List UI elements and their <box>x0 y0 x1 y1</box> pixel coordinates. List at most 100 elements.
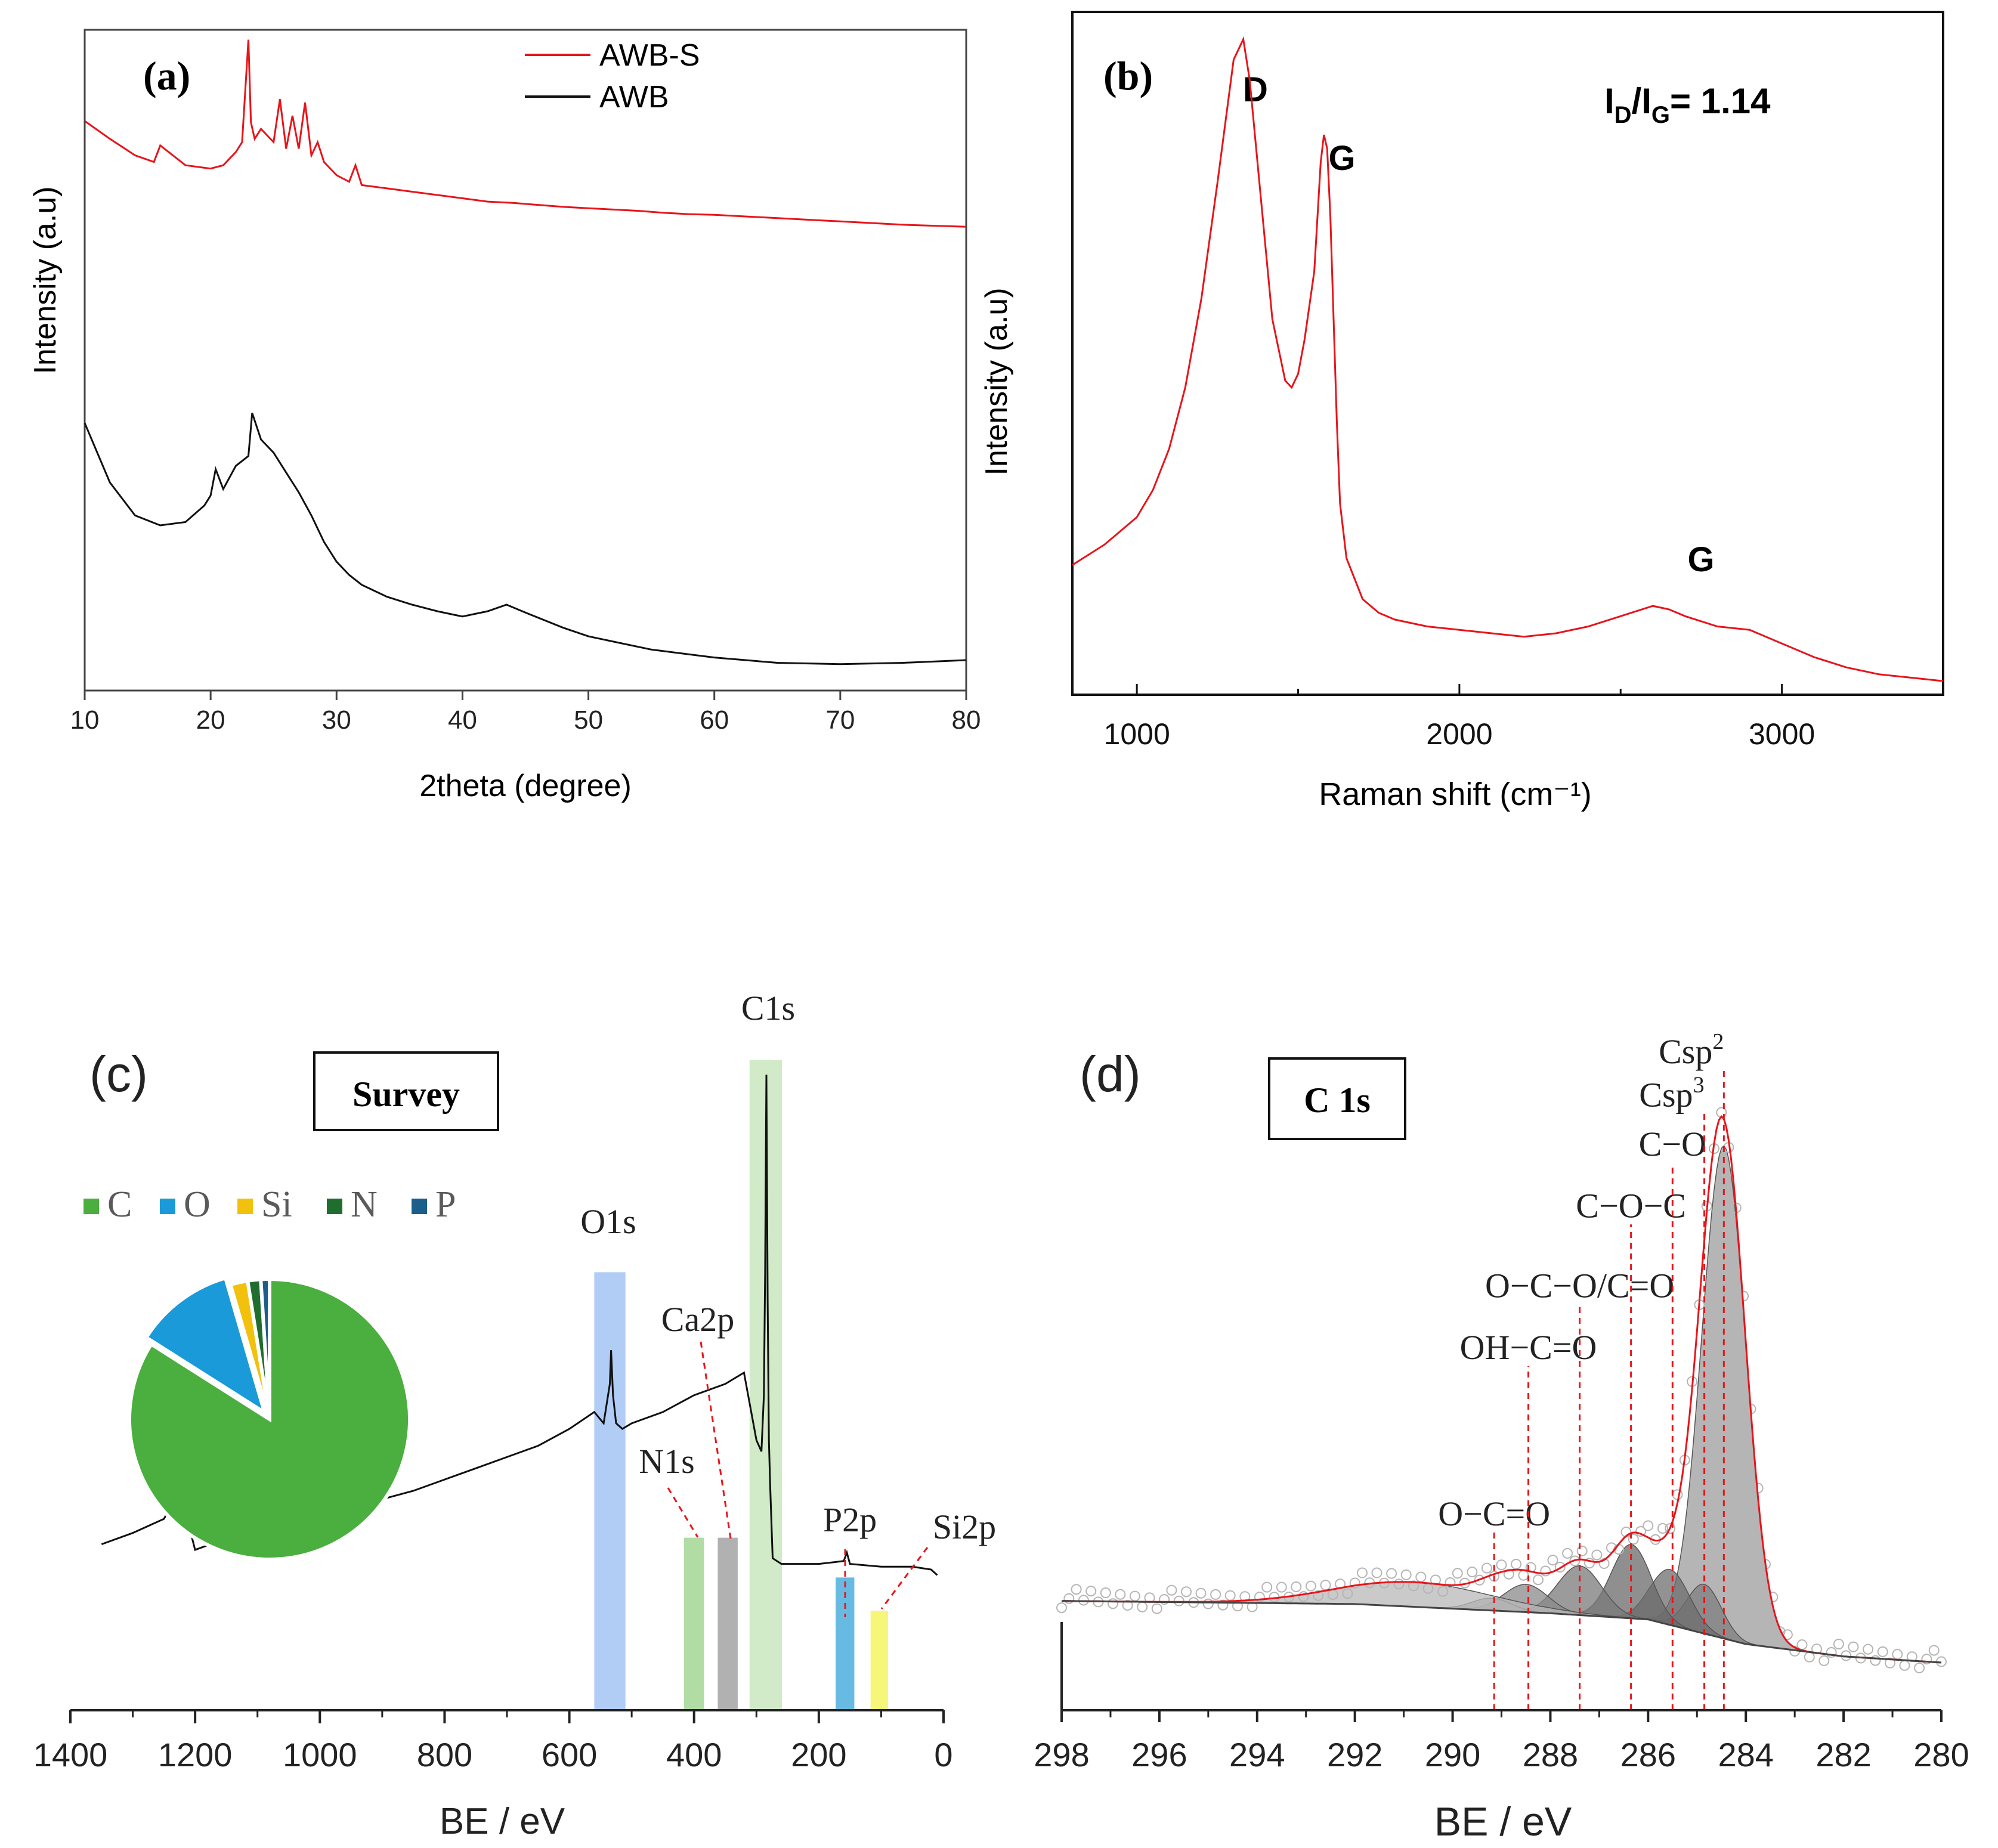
data-point <box>1885 1657 1895 1669</box>
pie-legend-label-o: O <box>184 1184 211 1225</box>
data-point <box>1569 1555 1581 1567</box>
ratio-slash-i: /I <box>1632 81 1651 121</box>
data-point <box>1108 1598 1118 1609</box>
data-point <box>1063 1593 1075 1604</box>
d-peak-label: D <box>1243 70 1268 109</box>
data-point <box>1445 1577 1456 1588</box>
panel-c-xlabel: BE / eV <box>440 1801 565 1842</box>
peak-label: C−O <box>1639 1125 1706 1163</box>
pie-slice-p <box>259 1277 271 1420</box>
fit-envelope-line <box>1062 1115 1942 1664</box>
data-point <box>1921 1654 1932 1665</box>
panel-a: (a) 10 20 30 40 50 60 70 80 2theta (degree) Int… <box>28 29 981 803</box>
pie-legend-swatch-n <box>327 1199 342 1214</box>
panel-c-x-tick-label: 600 <box>542 1736 597 1773</box>
data-point <box>1863 1643 1874 1655</box>
data-point <box>1877 1646 1888 1657</box>
data-point <box>1151 1603 1162 1614</box>
data-point <box>1474 1574 1485 1586</box>
ratio-sub-g: G <box>1651 102 1670 128</box>
panel-a-xlabel: 2theta (degree) <box>419 769 632 803</box>
panel-c-x-ticks: 1400 1200 1000 800 600 400 200 0 <box>33 1710 953 1773</box>
data-point <box>1584 1558 1595 1569</box>
data-point <box>1357 1567 1368 1578</box>
panel-b-x-tick-label: 1000 <box>1104 717 1170 751</box>
panel-d-x-tick-label: 290 <box>1425 1736 1480 1773</box>
panel-d-label: (d) <box>1080 1046 1141 1102</box>
panel-d-x-tick-label: 296 <box>1131 1736 1187 1773</box>
panel-a-x-tick-label: 40 <box>448 705 477 735</box>
panel-b-ylabel: Intensity (a.u) <box>979 287 1014 475</box>
panel-b-x-tick-label: 3000 <box>1749 717 1815 751</box>
data-point <box>1159 1594 1170 1605</box>
panel-a-label: (a) <box>143 53 190 98</box>
ca2p-leader <box>700 1341 732 1539</box>
panel-b-x-tick-label: 2000 <box>1426 717 1492 751</box>
panel-a-x-tick-label: 80 <box>952 705 981 735</box>
panel-a-ylabel: Intensity (a.u) <box>28 186 63 374</box>
n1s-leader <box>667 1487 699 1538</box>
data-point <box>1305 1580 1316 1592</box>
si2p-band <box>870 1611 888 1710</box>
ratio-sub-d: D <box>1615 102 1632 128</box>
data-point <box>1166 1584 1177 1596</box>
panel-c-x-tick-label: 0 <box>934 1736 952 1773</box>
data-point <box>1467 1567 1478 1578</box>
pie-legend-swatch-c <box>83 1199 99 1214</box>
panel-d-x-tick-label: 294 <box>1229 1736 1285 1773</box>
panel-c-x-tick-label: 1200 <box>158 1736 233 1773</box>
panel-d-x-tick-label: 284 <box>1718 1736 1774 1773</box>
data-point <box>1547 1555 1558 1566</box>
panel-a-x-tick-label: 60 <box>700 705 729 735</box>
panel-a-x-tick-label: 20 <box>196 705 225 735</box>
element-pie-chart <box>128 1276 412 1561</box>
pie-slice-o <box>144 1276 268 1417</box>
panel-a-x-tick-label: 50 <box>574 705 603 735</box>
ratio-value: = 1.14 <box>1670 81 1771 121</box>
c1s-title: C 1s <box>1304 1081 1371 1120</box>
data-point <box>1224 1590 1236 1601</box>
data-point <box>1298 1591 1309 1602</box>
n1s-band <box>683 1537 704 1710</box>
data-point <box>1247 1601 1258 1612</box>
data-point <box>1591 1549 1603 1561</box>
data-point <box>1576 1545 1588 1556</box>
peak-label: OH−C=O <box>1460 1328 1597 1367</box>
data-point <box>1503 1568 1514 1580</box>
data-point <box>1540 1565 1551 1577</box>
data-point <box>1408 1580 1419 1592</box>
pie-legend: C O Si N P <box>83 1184 456 1225</box>
data-point <box>1349 1577 1360 1589</box>
pie-legend-label-si: Si <box>261 1184 292 1225</box>
data-point <box>1437 1586 1449 1597</box>
survey-title-box <box>313 1051 499 1131</box>
data-point <box>1818 1655 1830 1666</box>
data-point <box>1085 1586 1097 1597</box>
data-point <box>1313 1590 1324 1601</box>
series-awb-line <box>83 413 967 665</box>
data-point <box>1672 1489 1683 1500</box>
g2-peak-label: G <box>1687 540 1714 579</box>
panel-d-x-tick-label: 286 <box>1620 1736 1676 1773</box>
peak-label: Csp3 <box>1639 1072 1704 1114</box>
data-point <box>1804 1651 1815 1663</box>
data-point <box>1115 1589 1126 1600</box>
data-point <box>1261 1581 1273 1593</box>
data-point <box>1628 1534 1639 1545</box>
id-ig-ratio: ID/IG= 1.14 <box>1604 81 1771 128</box>
ratio-i: I <box>1604 81 1615 121</box>
panel-a-legend: AWB-S AWB <box>525 38 700 114</box>
data-point <box>1137 1601 1148 1612</box>
data-point <box>1848 1641 1859 1652</box>
peak-label-text: C−O−C <box>1576 1186 1686 1225</box>
panel-c: (c) Survey O1s N1s Ca2p C1s P2p Si2p 140… <box>33 989 996 1842</box>
data-point <box>1452 1568 1463 1579</box>
panel-d-x-tick-label: 298 <box>1034 1736 1089 1773</box>
data-point <box>1056 1602 1067 1614</box>
peak-label: O−C−O/C=O <box>1485 1267 1674 1305</box>
data-point <box>1415 1571 1427 1583</box>
data-point <box>1914 1663 1925 1673</box>
data-point <box>1511 1559 1522 1570</box>
data-point <box>1665 1523 1676 1534</box>
